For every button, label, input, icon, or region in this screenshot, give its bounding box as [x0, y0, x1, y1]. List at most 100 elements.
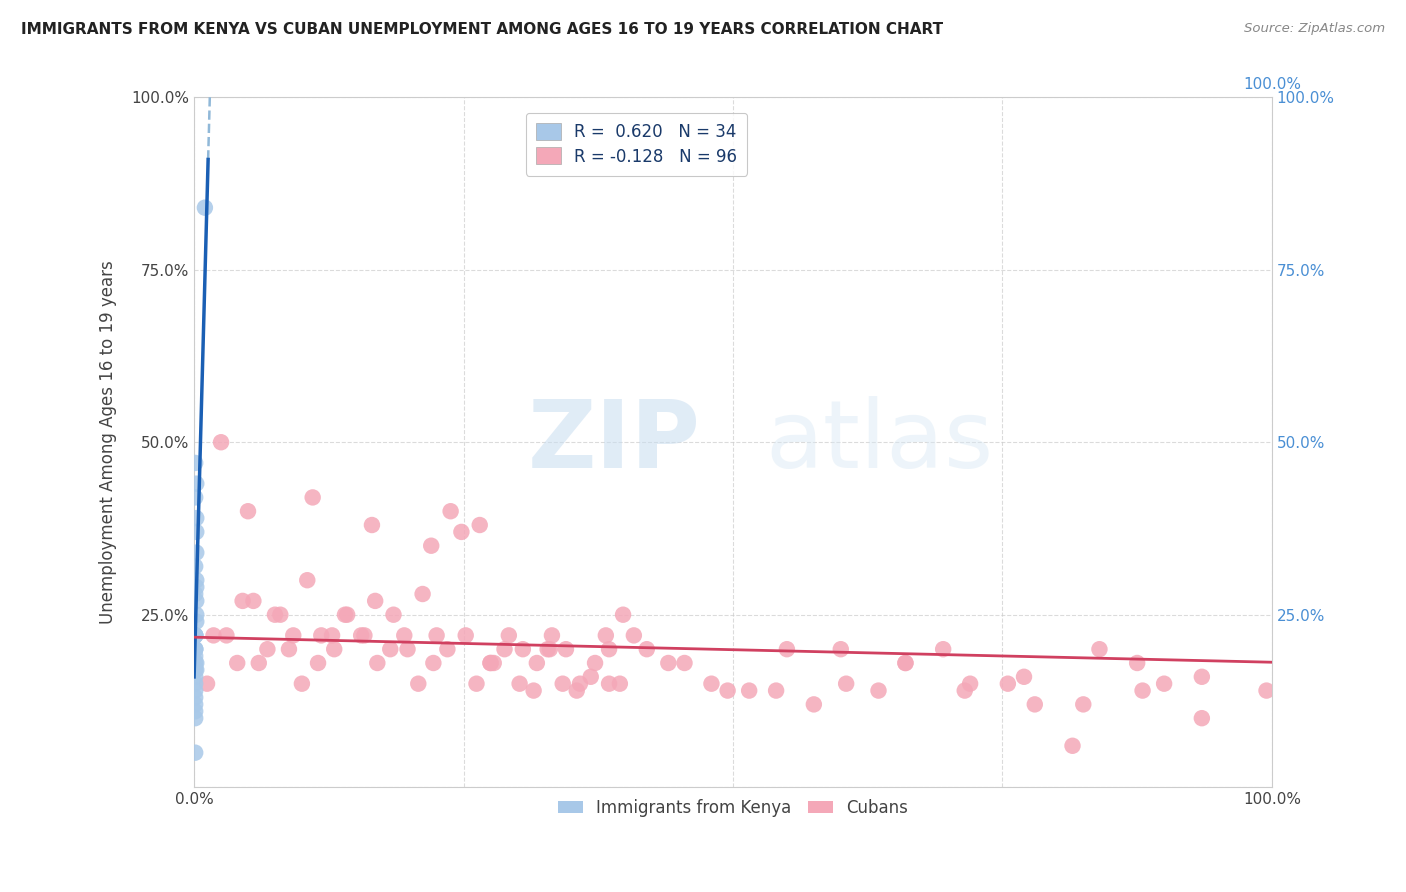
Point — [1012, 670, 1035, 684]
Point — [186, 607, 208, 622]
Point — [184, 663, 207, 677]
Legend: Immigrants from Kenya, Cubans: Immigrants from Kenya, Cubans — [551, 792, 915, 823]
Point — [215, 628, 238, 642]
Point — [997, 676, 1019, 690]
Point — [830, 642, 852, 657]
Point — [512, 642, 534, 657]
Point — [479, 656, 502, 670]
Point — [186, 656, 208, 670]
Point — [894, 656, 917, 670]
Point — [565, 683, 588, 698]
Point — [186, 615, 208, 629]
Point — [256, 642, 278, 657]
Point — [494, 642, 516, 657]
Point — [568, 676, 591, 690]
Point — [523, 683, 546, 698]
Point — [394, 628, 416, 642]
Point — [579, 670, 602, 684]
Point — [1191, 711, 1213, 725]
Point — [1256, 683, 1278, 698]
Point — [269, 607, 291, 622]
Text: ZIP: ZIP — [527, 396, 700, 488]
Point — [194, 201, 217, 215]
Point — [738, 683, 761, 698]
Point — [420, 539, 443, 553]
Point — [184, 704, 207, 718]
Point — [1132, 683, 1154, 698]
Point — [412, 587, 434, 601]
Point — [184, 456, 207, 470]
Point — [333, 607, 356, 622]
Point — [232, 594, 254, 608]
Point — [498, 628, 520, 642]
Point — [184, 628, 207, 642]
Point — [364, 594, 387, 608]
Point — [264, 607, 287, 622]
Point — [541, 628, 564, 642]
Point — [184, 676, 207, 690]
Text: Source: ZipAtlas.com: Source: ZipAtlas.com — [1244, 22, 1385, 36]
Point — [236, 504, 259, 518]
Point — [184, 683, 207, 698]
Point — [184, 642, 207, 657]
Point — [283, 628, 305, 642]
Point — [186, 476, 208, 491]
Point — [482, 656, 505, 670]
Point — [184, 559, 207, 574]
Point — [1153, 676, 1175, 690]
Point — [835, 676, 858, 690]
Point — [184, 690, 207, 705]
Point — [291, 676, 314, 690]
Point — [278, 642, 301, 657]
Point — [321, 628, 343, 642]
Point — [186, 594, 208, 608]
Point — [186, 511, 208, 525]
Point — [184, 628, 207, 642]
Point — [450, 524, 472, 539]
Point — [184, 628, 207, 642]
Point — [1126, 656, 1149, 670]
Point — [186, 573, 208, 587]
Point — [297, 573, 319, 587]
Point — [959, 676, 981, 690]
Point — [1062, 739, 1084, 753]
Point — [538, 642, 561, 657]
Point — [382, 607, 405, 622]
Point — [184, 746, 207, 760]
Text: atlas: atlas — [765, 396, 994, 488]
Point — [932, 642, 955, 657]
Point — [426, 628, 449, 642]
Point — [598, 642, 620, 657]
Text: IMMIGRANTS FROM KENYA VS CUBAN UNEMPLOYMENT AMONG AGES 16 TO 19 YEARS CORRELATIO: IMMIGRANTS FROM KENYA VS CUBAN UNEMPLOYM… — [21, 22, 943, 37]
Point — [226, 656, 249, 670]
Point — [184, 587, 207, 601]
Point — [1088, 642, 1111, 657]
Point — [186, 524, 208, 539]
Point — [184, 649, 207, 664]
Point — [184, 642, 207, 657]
Point — [184, 656, 207, 670]
Point — [247, 656, 270, 670]
Point — [361, 518, 384, 533]
Point — [953, 683, 976, 698]
Point — [408, 676, 430, 690]
Point — [673, 656, 696, 670]
Point — [468, 518, 491, 533]
Point — [717, 683, 740, 698]
Point — [623, 628, 645, 642]
Point — [894, 656, 917, 670]
Point — [595, 628, 617, 642]
Point — [184, 698, 207, 712]
Point — [536, 642, 558, 657]
Point — [380, 642, 402, 657]
Point — [184, 628, 207, 642]
Point — [583, 656, 606, 670]
Point — [636, 642, 658, 657]
Point — [184, 491, 207, 505]
Point — [422, 656, 444, 670]
Point — [555, 642, 578, 657]
Point — [803, 698, 825, 712]
Point — [184, 642, 207, 657]
Point — [186, 663, 208, 677]
Point — [609, 676, 631, 690]
